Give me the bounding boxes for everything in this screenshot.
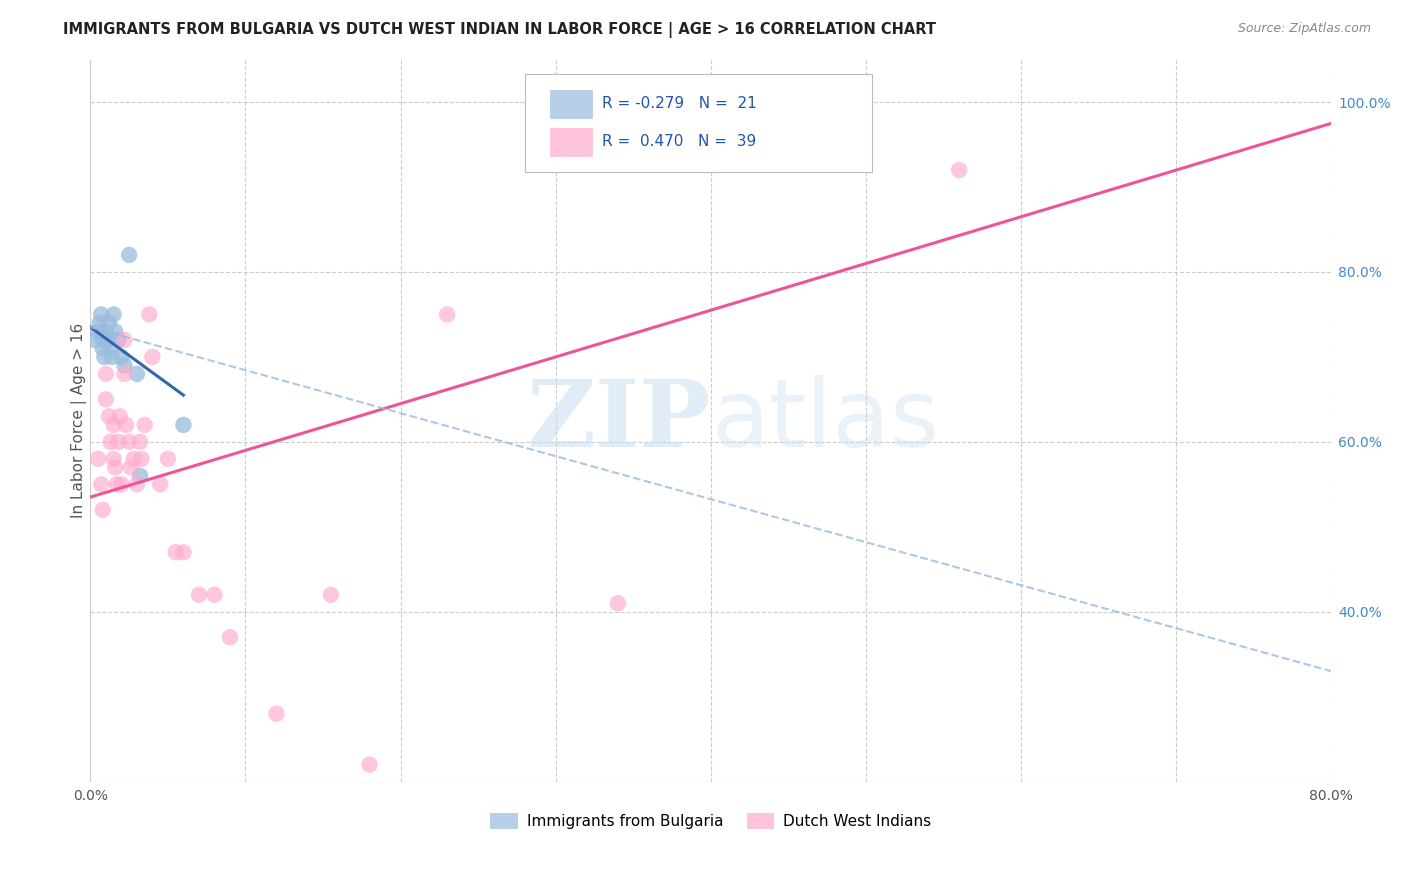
Point — [122, 451, 145, 466]
Point — [90, 477, 112, 491]
Point — [165, 545, 187, 559]
Point — [115, 417, 138, 432]
Point — [114, 333, 136, 347]
Point — [87, 451, 110, 466]
Point — [90, 308, 112, 322]
Point — [100, 342, 122, 356]
Point — [120, 460, 142, 475]
Point — [105, 477, 128, 491]
Point — [93, 350, 115, 364]
Point — [87, 325, 110, 339]
FancyBboxPatch shape — [524, 74, 872, 171]
Point — [319, 588, 342, 602]
Point — [91, 342, 114, 356]
FancyBboxPatch shape — [550, 128, 592, 156]
Point — [100, 434, 122, 449]
Point — [149, 477, 172, 491]
Point — [103, 451, 125, 466]
FancyBboxPatch shape — [550, 90, 592, 118]
Point — [114, 367, 136, 381]
Point — [359, 757, 381, 772]
Point — [219, 630, 242, 644]
Text: R =  0.470   N =  39: R = 0.470 N = 39 — [602, 135, 756, 149]
Point — [107, 434, 129, 449]
Text: atlas: atlas — [711, 375, 939, 467]
Point — [606, 596, 628, 610]
Point — [118, 434, 141, 449]
Legend: Immigrants from Bulgaria, Dutch West Indians: Immigrants from Bulgaria, Dutch West Ind… — [484, 807, 938, 836]
Point — [110, 350, 132, 364]
Point — [98, 316, 121, 330]
Point — [84, 333, 107, 347]
Point — [131, 451, 153, 466]
Y-axis label: In Labor Force | Age > 16: In Labor Force | Age > 16 — [72, 323, 87, 518]
Point — [138, 308, 160, 322]
Point — [104, 460, 127, 475]
Point — [125, 367, 148, 381]
Point — [89, 316, 111, 330]
Point — [94, 392, 117, 407]
Point — [114, 359, 136, 373]
Point — [101, 350, 124, 364]
Text: Source: ZipAtlas.com: Source: ZipAtlas.com — [1237, 22, 1371, 36]
Point — [204, 588, 226, 602]
Text: ZIP: ZIP — [527, 376, 711, 466]
Point — [125, 477, 148, 491]
Point — [108, 409, 131, 424]
Point — [118, 248, 141, 262]
Point — [98, 409, 121, 424]
Point — [172, 417, 194, 432]
Point — [129, 434, 152, 449]
Point — [129, 468, 152, 483]
Point — [156, 451, 179, 466]
Point — [266, 706, 288, 721]
Point — [104, 325, 127, 339]
Point — [134, 417, 156, 432]
Point — [436, 308, 458, 322]
Point — [94, 367, 117, 381]
Point — [91, 503, 114, 517]
Point — [107, 333, 129, 347]
Point — [96, 333, 118, 347]
Point — [141, 350, 163, 364]
Point — [94, 325, 117, 339]
Point — [91, 333, 114, 347]
Text: R = -0.279   N =  21: R = -0.279 N = 21 — [602, 96, 756, 112]
Point — [172, 545, 194, 559]
Point — [110, 477, 132, 491]
Text: IMMIGRANTS FROM BULGARIA VS DUTCH WEST INDIAN IN LABOR FORCE | AGE > 16 CORRELAT: IMMIGRANTS FROM BULGARIA VS DUTCH WEST I… — [63, 22, 936, 38]
Point — [948, 163, 970, 178]
Point — [103, 417, 125, 432]
Point — [187, 588, 209, 602]
Point — [103, 308, 125, 322]
